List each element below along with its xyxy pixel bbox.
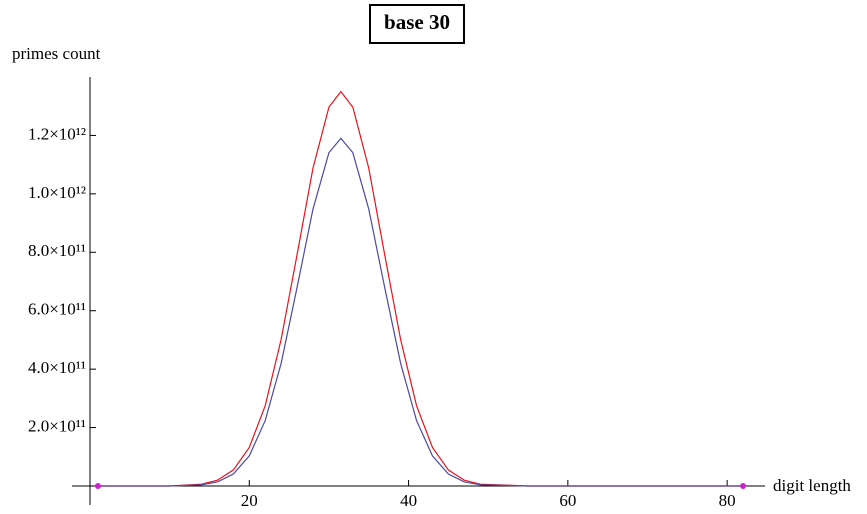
x-tick-label: 60 xyxy=(559,491,576,510)
x-tick-label: 20 xyxy=(241,491,258,510)
chart-title: base 30 xyxy=(384,10,450,34)
y-tick-label: 6.0×10¹¹ xyxy=(28,300,86,319)
x-tick-label: 40 xyxy=(400,491,417,510)
y-tick-label: 1.0×10¹² xyxy=(28,183,86,202)
y-axis-label: primes count xyxy=(12,44,101,63)
point xyxy=(740,483,747,489)
point xyxy=(94,483,101,489)
y-tick-label: 2.0×10¹¹ xyxy=(28,416,86,435)
y-tick-label: 8.0×10¹¹ xyxy=(28,241,86,260)
series-line xyxy=(97,90,744,487)
x-tick-label: 80 xyxy=(719,491,736,510)
series-line xyxy=(97,137,744,487)
x-axis-label: digit length xyxy=(773,476,851,495)
y-tick-label: 4.0×10¹¹ xyxy=(28,358,86,377)
y-tick-label: 1.2×10¹² xyxy=(28,124,86,143)
title-box xyxy=(369,4,465,44)
